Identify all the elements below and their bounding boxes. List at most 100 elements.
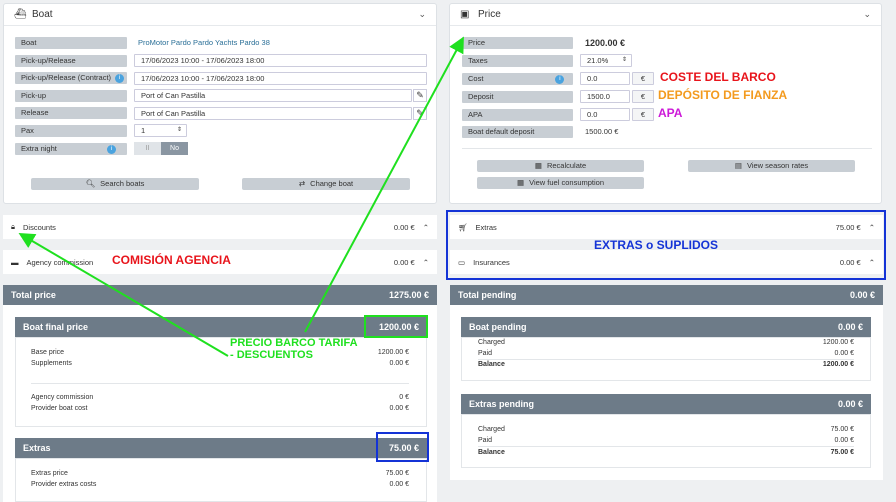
price-panel: ▣ Price ⌄ Price 1200.00 € Taxes 21.0% ⇕ C… (449, 3, 882, 204)
chevron-up-icon[interactable]: ⌃ (868, 222, 875, 232)
line-label: Paid (478, 350, 493, 357)
line-value: 1200.00 € (822, 339, 854, 346)
line-label: Extras price (31, 470, 68, 477)
change-boat-button[interactable]: ⇄ Change boat (242, 178, 410, 190)
insurances-row[interactable]: ▭ Insurances 0.00 € ⌃ (450, 250, 883, 274)
boat-pending-amount: 0.00 € (837, 322, 863, 332)
recalculate-button[interactable]: ▦ Recalculate (477, 160, 644, 172)
boat-pending-label: Boat pending (469, 322, 527, 332)
taxes-value: 21.0% (587, 56, 609, 65)
season-rates-label: View season rates (746, 161, 809, 170)
boat-panel-header[interactable]: ⛴ Boat ⌄ (4, 4, 436, 26)
extras-amount-highlight-box (376, 432, 429, 462)
chevron-down-icon[interactable]: ⌄ (418, 9, 426, 19)
pickup-release-input[interactable]: 17/06/2023 10:00 - 17/06/2023 18:00 (134, 54, 427, 67)
boat-final-price-bar: Boat final price 1200.00 € (15, 317, 427, 337)
release-label: Release (15, 107, 127, 119)
line-label: Balance (478, 361, 505, 368)
line-label: Charged (478, 426, 505, 433)
wallet-icon: ▬ (11, 257, 19, 267)
pickup-release-contract-text: Pick-up/Release (Contract) (21, 73, 112, 82)
apa-unit: € (632, 108, 654, 121)
agency-commission-row[interactable]: ▬ Agency commission 0.00 € ⌃ (3, 250, 437, 274)
pickup-edit-pencil-icon[interactable]: ✎ (413, 89, 427, 102)
chevron-up-icon[interactable]: ⌃ (868, 257, 875, 267)
taxes-select[interactable]: 21.0% ⇕ (580, 54, 632, 67)
price-panel-title: Price (478, 9, 501, 20)
price-panel-header[interactable]: ▣ Price ⌄ (450, 4, 881, 26)
swap-icon: ⇄ (298, 179, 306, 188)
pickup-input[interactable]: Port of Can Pastilla (134, 89, 412, 102)
boat-value[interactable]: ProMotor Pardo Pardo Yachts Pardo 38 (138, 38, 270, 47)
extras-label: Extras (475, 222, 497, 232)
line-value: 0 € (399, 394, 409, 401)
extra-night-label: Extra night i (15, 143, 127, 155)
boat-panel: ⛴ Boat ⌄ Boat ProMotor Pardo Pardo Yacht… (3, 3, 437, 204)
apa-input[interactable]: 0.0 (580, 108, 630, 121)
info-icon[interactable]: i (106, 144, 116, 154)
base-price-line: Base price 1200.00 € (31, 349, 409, 356)
line-value: 0.00 € (389, 405, 409, 412)
line-label: Provider extras costs (31, 481, 97, 488)
line-value: 0.00 € (834, 437, 854, 444)
search-boats-button[interactable]: 🔍︎ Search boats (31, 178, 199, 190)
extras-highlight-box (446, 210, 886, 280)
boat-panel-title: Boat (32, 9, 53, 20)
insurance-card-icon: ▭ (458, 257, 466, 267)
deposit-input[interactable]: 1500.0 (580, 90, 630, 103)
pax-select[interactable]: 1 ⇕ (134, 124, 187, 137)
pickup-label: Pick-up (15, 90, 127, 102)
chevron-down-icon[interactable]: ⌄ (863, 9, 871, 19)
search-boats-label: Search boats (100, 179, 145, 188)
boat-paid-line: Paid 0.00 € (478, 350, 854, 357)
extras-pending-bar: Extras pending 0.00 € (461, 394, 871, 414)
pickup-release-contract-label: Pick-up/Release (Contract) i (15, 72, 127, 84)
line-value: 75.00 € (830, 449, 854, 456)
agency-commission-amount: 0.00 € (393, 257, 415, 267)
provider-extras-costs-line: Provider extras costs 0.00 € (31, 481, 409, 488)
view-season-rates-button[interactable]: ▤ View season rates (688, 160, 855, 172)
extras-bar: Extras 75.00 € (15, 438, 427, 458)
boat-final-price-label: Boat final price (23, 322, 89, 332)
annotation-deposito-de-fianza: DEPÓSITO DE FIANZA (658, 88, 788, 102)
divider (478, 446, 854, 447)
boat-balance-line: Balance 1200.00 € (478, 361, 854, 368)
toggle-no-part: No (161, 142, 188, 155)
insurances-label: Insurances (473, 257, 510, 267)
boat-pending-bar: Boat pending 0.00 € (461, 317, 871, 337)
boat-final-amount-highlight-box (364, 315, 428, 338)
cost-unit: € (632, 72, 654, 85)
info-icon[interactable]: i (115, 73, 125, 83)
money-icon: ▣ (460, 9, 470, 20)
agency-commission-label: Agency commission (26, 257, 94, 267)
total-pending-bar: Total pending 0.00 € (450, 285, 883, 305)
extras-row[interactable]: 🛒︎ Extras 75.00 € ⌃ (450, 215, 883, 239)
cost-text: Cost (468, 74, 484, 83)
cost-input[interactable]: 0.0 (580, 72, 630, 85)
chevron-up-icon[interactable]: ⌃ (422, 222, 429, 232)
annotation-precio-line2: - DESCUENTOS (230, 349, 313, 361)
release-input[interactable]: Port of Can Pastilla (134, 107, 412, 120)
line-value: 0.00 € (389, 481, 409, 488)
change-boat-label: Change boat (310, 179, 354, 188)
view-fuel-consumption-button[interactable]: ▦ View fuel consumption (477, 177, 644, 189)
deposit-unit: € (632, 90, 654, 103)
chevron-up-icon[interactable]: ⌃ (422, 257, 429, 267)
total-pending-label: Total pending (458, 290, 517, 300)
extra-night-toggle[interactable]: II No (134, 142, 188, 155)
line-label: Balance (478, 449, 505, 456)
boat-default-deposit-value: 1500.00 € (585, 127, 619, 136)
pickup-release-contract-input[interactable]: 17/06/2023 10:00 - 17/06/2023 18:00 (134, 72, 427, 85)
provider-boat-cost-line: Provider boat cost 0.00 € (31, 405, 409, 412)
discounts-amount: 0.00 € (393, 222, 415, 232)
deposit-label: Deposit (462, 91, 573, 103)
pickup-release-label: Pick-up/Release (15, 55, 127, 67)
info-icon[interactable]: i (555, 74, 565, 84)
line-value: 75.00 € (830, 426, 854, 433)
line-label: Provider boat cost (31, 405, 88, 412)
total-price-amount: 1275.00 € (388, 290, 429, 300)
extras-pending-amount: 0.00 € (837, 399, 863, 409)
taxes-label: Taxes (462, 55, 573, 67)
extras-block-amount: 75.00 € (388, 443, 419, 453)
